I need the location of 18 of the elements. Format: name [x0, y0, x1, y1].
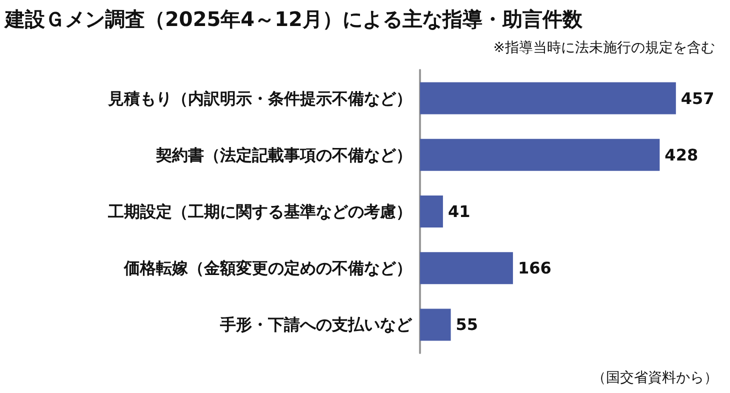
- y-tick-label: 工期設定（工期に関する基準などの考慮）: [107, 202, 412, 221]
- bar: [420, 196, 443, 228]
- y-tick-label: 契約書（法定記載事項の不備など）: [155, 145, 412, 164]
- y-tick-label: 手形・下請への支払いなど: [219, 315, 413, 334]
- data-label: 41: [448, 202, 470, 221]
- bar: [420, 308, 451, 341]
- bar: [420, 252, 513, 284]
- chart-title: 建設Ｇメン調査（2025年4～12月）による主な指導・助言件数: [3, 7, 584, 31]
- data-label: 166: [518, 258, 552, 278]
- chart-subtitle: ※指導当時に法未施行の規定を含む: [493, 40, 716, 56]
- bar: [420, 138, 660, 171]
- text: （国交省資料から）: [592, 370, 718, 386]
- y-tick-label: 見積もり（内訳明示・条件提示不備など）: [107, 88, 412, 108]
- bar: [420, 82, 676, 114]
- data-label: 55: [456, 315, 478, 334]
- data-label: 428: [664, 145, 698, 164]
- y-tick-label: 価格転嫁（金額変更の定めの不備など）: [123, 258, 412, 278]
- data-label: 457: [680, 88, 714, 108]
